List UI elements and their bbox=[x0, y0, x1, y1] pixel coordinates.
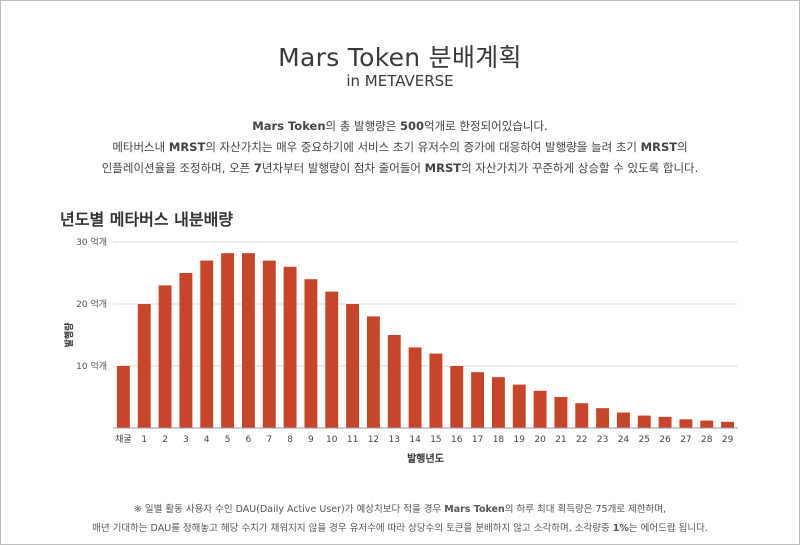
x-tick-label: 22 bbox=[576, 435, 587, 445]
desc-text: 의 bbox=[677, 140, 688, 154]
bar bbox=[491, 377, 505, 428]
footnote-text: 의 하루 최대 획득량은 75개로 제한하며, bbox=[504, 504, 667, 515]
chart-grid bbox=[113, 241, 738, 367]
footnote-emphasis: Mars Token bbox=[444, 504, 505, 515]
x-tick-label: 23 bbox=[597, 435, 608, 445]
x-tick-label: 채굴 bbox=[115, 434, 132, 445]
footnote-text: 매년 기대하는 DAU를 정해놓고 해당 수치가 채워지지 않을 경우 유저수에… bbox=[92, 523, 613, 534]
description-line-3: 인플레이션율을 조정하며, 오픈 7년차부터 발행량이 점차 줄어들어 MRST… bbox=[0, 158, 800, 179]
bar bbox=[116, 366, 130, 428]
x-tick-label: 20 bbox=[534, 435, 546, 445]
x-tick-label: 9 bbox=[308, 435, 314, 445]
desc-text: 의 자산가치는 매우 중요하기에 서비스 초기 유저수의 증가에 대응하여 발행… bbox=[205, 140, 641, 154]
x-tick-label: 5 bbox=[225, 435, 231, 445]
x-tick-label: 26 bbox=[659, 435, 671, 445]
bar bbox=[304, 279, 318, 428]
bar bbox=[533, 390, 547, 428]
x-tick-label: 6 bbox=[246, 435, 252, 445]
bar bbox=[366, 316, 380, 428]
x-tick-label: 1 bbox=[141, 435, 147, 445]
desc-emphasis: 7 bbox=[253, 161, 262, 175]
y-tick-label: 10 억개 bbox=[76, 360, 107, 372]
footnote-line-2: 매년 기대하는 DAU를 정해놓고 해당 수치가 채워지지 않을 경우 유저수에… bbox=[0, 519, 800, 538]
x-tick-label: 10 bbox=[326, 435, 338, 445]
bar bbox=[450, 366, 464, 428]
desc-emphasis: 500 bbox=[400, 119, 425, 133]
description-line-1: Mars Token의 총 발행량은 500억개로 한정되어있습니다. bbox=[0, 116, 800, 137]
x-tick-label: 27 bbox=[680, 435, 691, 445]
desc-emphasis: MRST bbox=[168, 140, 206, 154]
bar bbox=[346, 304, 360, 428]
chart-section-title: 년도별 메타버스 내분배량 bbox=[60, 210, 234, 229]
x-tick-label: 24 bbox=[618, 435, 630, 445]
page-title: Mars Token 분배계획 bbox=[278, 43, 522, 72]
desc-text: 의 총 발행량은 bbox=[325, 119, 400, 133]
bar bbox=[158, 285, 172, 428]
desc-text: 억개로 한정되어있습니다. bbox=[424, 119, 548, 133]
bar bbox=[658, 416, 672, 428]
bar bbox=[721, 421, 735, 428]
y-tick-label: 20 억개 bbox=[76, 298, 107, 310]
x-tick-label: 19 bbox=[514, 435, 526, 445]
description: Mars Token의 총 발행량은 500억개로 한정되어있습니다. 메타버스… bbox=[0, 116, 800, 179]
footnote-line-1: ※ 일별 활동 사용자 수인 DAU(Daily Active User)가 예… bbox=[0, 500, 800, 519]
chart-bars bbox=[116, 253, 735, 428]
x-tick-label: 25 bbox=[639, 435, 650, 445]
x-axis-title: 발행년도 bbox=[407, 452, 444, 465]
y-axis-title: 발행량 bbox=[63, 322, 75, 348]
x-tick-label: 8 bbox=[287, 435, 293, 445]
bar bbox=[429, 353, 443, 428]
desc-emphasis: MRST bbox=[424, 161, 462, 175]
bar bbox=[221, 253, 235, 428]
bar bbox=[616, 412, 630, 428]
desc-emphasis: Mars Token bbox=[252, 119, 326, 133]
bar bbox=[554, 397, 568, 428]
x-tick-label: 17 bbox=[472, 435, 483, 445]
bar bbox=[137, 304, 151, 428]
page-subtitle: in METAVERSE bbox=[346, 72, 454, 90]
bar bbox=[512, 384, 526, 428]
bar bbox=[596, 408, 610, 428]
bar bbox=[241, 253, 255, 428]
x-tick-label: 7 bbox=[266, 435, 272, 445]
bar bbox=[179, 273, 193, 428]
bar bbox=[283, 266, 297, 428]
bar bbox=[700, 420, 714, 428]
footnote: ※ 일별 활동 사용자 수인 DAU(Daily Active User)가 예… bbox=[0, 500, 800, 538]
x-tick-label: 13 bbox=[389, 435, 400, 445]
bar bbox=[325, 291, 339, 428]
desc-text: 인플레이션율을 조정하며, 오픈 bbox=[101, 161, 254, 175]
x-tick-label: 16 bbox=[451, 435, 463, 445]
bar bbox=[262, 260, 276, 428]
x-tick-label: 14 bbox=[409, 435, 421, 445]
x-tick-label: 3 bbox=[183, 435, 189, 445]
bar bbox=[637, 415, 651, 428]
x-tick-label: 12 bbox=[368, 435, 379, 445]
x-tick-label: 18 bbox=[493, 435, 505, 445]
bar bbox=[200, 260, 214, 428]
x-tick-label: 15 bbox=[430, 435, 441, 445]
y-tick-label: 30 억개 bbox=[76, 236, 107, 248]
desc-emphasis: MRST bbox=[640, 140, 678, 154]
bar bbox=[679, 419, 693, 428]
bar bbox=[471, 372, 485, 428]
description-line-2: 메타버스내 MRST의 자산가치는 매우 중요하기에 서비스 초기 유저수의 증… bbox=[0, 137, 800, 158]
desc-text: 년차부터 발행량이 점차 줄어들어 bbox=[261, 161, 425, 175]
x-tick-label: 29 bbox=[722, 435, 734, 445]
x-tick-label: 21 bbox=[555, 435, 566, 445]
footnote-text: ※ 일별 활동 사용자 수인 DAU(Daily Active User)가 예… bbox=[133, 504, 445, 515]
x-tick-label: 11 bbox=[347, 435, 358, 445]
x-tick-label: 2 bbox=[162, 435, 168, 445]
x-tick-label: 4 bbox=[204, 435, 210, 445]
footnote-emphasis: 1% bbox=[612, 523, 629, 534]
x-tick-label: 28 bbox=[701, 435, 713, 445]
desc-text: 의 자산가치가 꾸준하게 상승할 수 있도록 합니다. bbox=[461, 161, 699, 175]
bar bbox=[408, 347, 422, 428]
bar bbox=[575, 403, 589, 428]
bar bbox=[387, 335, 401, 428]
footnote-text: 는 에어드랍 됩니다. bbox=[628, 523, 708, 534]
desc-text: 메타버스내 bbox=[112, 140, 169, 154]
